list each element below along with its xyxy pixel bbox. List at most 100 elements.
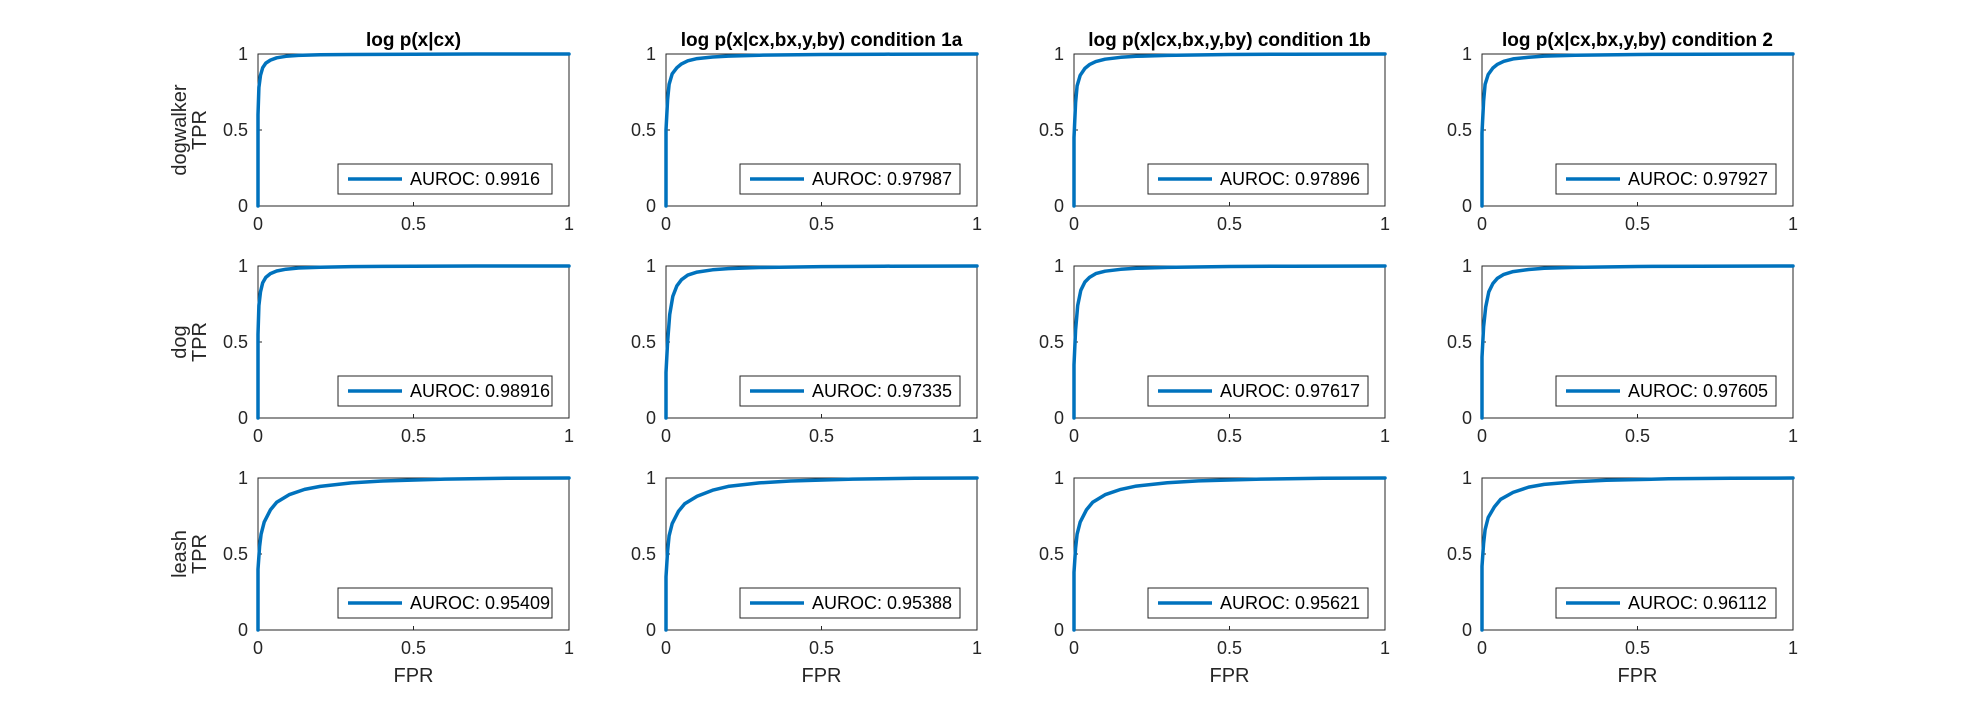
y-tick-label: 1 xyxy=(646,44,656,64)
x-tick-label: 0.5 xyxy=(1625,638,1650,658)
x-tick-label: 1 xyxy=(1788,638,1798,658)
y-tick-label: 0 xyxy=(238,196,248,216)
y-tick-label: 0.5 xyxy=(1039,120,1064,140)
roc-curve-line xyxy=(664,264,979,420)
y-tick-label: 0 xyxy=(1054,408,1064,428)
y-tick-label: 0 xyxy=(646,196,656,216)
y-tick-label: 0 xyxy=(1462,408,1472,428)
roc-curve-line xyxy=(1480,52,1795,208)
x-tick-label: 1 xyxy=(1788,214,1798,234)
roc-panel-r0-c2: 0 0.5 1 0 0.5 1 log p(x|cx,bx,y,by) condition … xyxy=(1039,30,1390,234)
x-tick-label: 1 xyxy=(972,214,982,234)
roc-curve-line xyxy=(256,476,571,632)
legend: AUROC: 0.9916 xyxy=(337,163,553,195)
x-tick-label: 1 xyxy=(1380,214,1390,234)
y-tick-label: 0 xyxy=(238,408,248,428)
x-tick-label: 0 xyxy=(1477,638,1487,658)
x-tick-label: 0.5 xyxy=(809,214,834,234)
x-tick-label: 0 xyxy=(661,214,671,234)
legend: AUROC: 0.97605 xyxy=(1555,375,1777,407)
legend-label: AUROC: 0.95388 xyxy=(812,593,952,613)
x-axis-label: FPR xyxy=(1210,665,1250,687)
x-tick-label: 0 xyxy=(661,426,671,446)
x-axis-label: FPR xyxy=(1618,665,1658,687)
legend: AUROC: 0.97987 xyxy=(739,163,961,195)
y-tick-label: 1 xyxy=(1462,468,1472,488)
x-tick-label: 1 xyxy=(564,214,574,234)
y-tick-label: 0 xyxy=(1054,620,1064,640)
roc-curve-line xyxy=(1480,476,1795,632)
y-tick-label: 1 xyxy=(238,468,248,488)
y-tick-label: 1 xyxy=(238,256,248,276)
roc-panel-r0-c1: 0 0.5 1 0 0.5 1 log p(x|cx,bx,y,by) condition … xyxy=(631,30,982,234)
legend-label: AUROC: 0.97617 xyxy=(1220,381,1360,401)
x-tick-label: 1 xyxy=(564,638,574,658)
legend-label: AUROC: 0.96112 xyxy=(1628,593,1767,613)
x-tick-label: 0.5 xyxy=(1217,426,1242,446)
y-axis-label: TPR xyxy=(189,322,211,362)
y-tick-label: 1 xyxy=(1054,468,1064,488)
legend-label: AUROC: 0.97896 xyxy=(1220,169,1360,189)
legend-label: AUROC: 0.95409 xyxy=(410,593,550,613)
y-tick-label: 0 xyxy=(1462,196,1472,216)
x-axis-label: FPR xyxy=(802,665,842,687)
x-tick-label: 0 xyxy=(1477,426,1487,446)
x-tick-label: 0.5 xyxy=(1625,426,1650,446)
x-tick-label: 0.5 xyxy=(809,638,834,658)
x-tick-label: 0 xyxy=(1069,214,1079,234)
legend: AUROC: 0.97617 xyxy=(1147,375,1369,407)
y-tick-label: 0 xyxy=(1054,196,1064,216)
x-tick-label: 1 xyxy=(1380,426,1390,446)
row-label: dog xyxy=(169,325,191,358)
y-tick-label: 1 xyxy=(1054,256,1064,276)
legend-label: AUROC: 0.98916 xyxy=(410,381,550,401)
roc-curve-line xyxy=(1072,476,1387,632)
y-tick-label: 1 xyxy=(646,256,656,276)
roc-curve-line xyxy=(664,476,979,632)
y-tick-label: 0 xyxy=(646,620,656,640)
roc-curve-line xyxy=(256,264,571,420)
y-tick-label: 0 xyxy=(238,620,248,640)
y-tick-label: 0.5 xyxy=(223,544,248,564)
y-tick-label: 1 xyxy=(238,44,248,64)
roc-panel-r1-c2: 0 0.5 1 0 0.5 1 AUROC: 0.97617 xyxy=(1039,256,1390,446)
x-tick-label: 0.5 xyxy=(401,426,426,446)
roc-curve-line xyxy=(1072,52,1387,208)
legend: AUROC: 0.98916 xyxy=(337,375,553,407)
roc-curve-line xyxy=(256,52,571,208)
x-tick-label: 1 xyxy=(972,638,982,658)
roc-panel-r1-c3: 0 0.5 1 0 0.5 1 AUROC: 0.97605 xyxy=(1447,256,1798,446)
row-label: leash xyxy=(169,530,191,578)
y-tick-label: 0 xyxy=(646,408,656,428)
roc-curve-line xyxy=(664,52,979,208)
row-label: dogwalker xyxy=(169,84,191,176)
y-tick-label: 0.5 xyxy=(223,332,248,352)
y-tick-label: 0.5 xyxy=(1447,332,1472,352)
y-tick-label: 0.5 xyxy=(1447,544,1472,564)
x-tick-label: 0 xyxy=(253,214,263,234)
y-tick-label: 1 xyxy=(646,468,656,488)
x-tick-label: 0.5 xyxy=(1217,638,1242,658)
y-tick-label: 0 xyxy=(1462,620,1472,640)
panel-title: log p(x|cx,bx,y,by) condition 1a xyxy=(681,30,963,51)
y-tick-label: 1 xyxy=(1054,44,1064,64)
y-tick-label: 0.5 xyxy=(631,544,656,564)
y-axis-label: TPR xyxy=(189,534,211,574)
roc-panel-r2-c2: 0 0.5 1 0 0.5 1 FPR AUROC: 0.95621 xyxy=(1039,468,1390,687)
roc-curve-line xyxy=(1072,264,1387,420)
x-tick-label: 0 xyxy=(661,638,671,658)
y-axis-label: TPR xyxy=(189,110,211,150)
legend: AUROC: 0.95621 xyxy=(1147,587,1369,619)
x-tick-label: 0.5 xyxy=(401,214,426,234)
roc-curve-line xyxy=(1480,264,1795,420)
x-tick-label: 1 xyxy=(972,426,982,446)
panel-title: log p(x|cx,bx,y,by) condition 2 xyxy=(1502,30,1773,51)
legend-label: AUROC: 0.97927 xyxy=(1628,169,1768,189)
legend: AUROC: 0.95409 xyxy=(337,587,553,619)
x-tick-label: 1 xyxy=(564,426,574,446)
x-tick-label: 0 xyxy=(1069,426,1079,446)
y-tick-label: 0.5 xyxy=(631,332,656,352)
y-tick-label: 1 xyxy=(1462,256,1472,276)
